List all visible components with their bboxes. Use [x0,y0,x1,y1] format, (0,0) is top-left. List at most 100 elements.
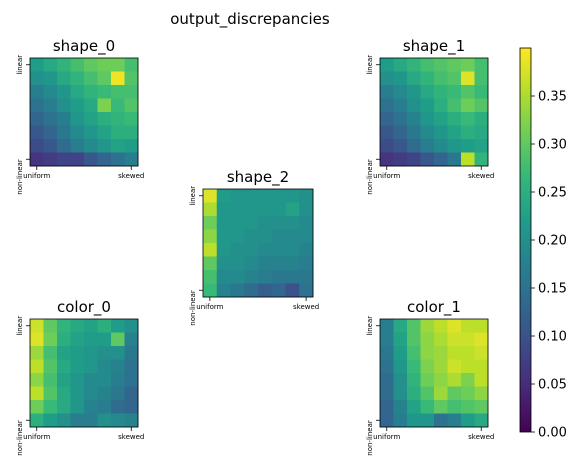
heatmap-cell [43,373,58,387]
heatmap-cell [393,71,408,86]
heatmap-cell [203,283,218,298]
heatmap-cell [271,229,286,244]
heatmap-cell [447,71,462,86]
heatmap-cell [380,58,394,72]
heatmap-cell [380,125,394,140]
heatmap-cell [447,152,462,167]
heatmap-cell [124,152,139,167]
heatmap-cell [474,386,489,401]
heatmap-cell [216,216,231,230]
heatmap-cell [393,386,408,401]
heatmap-cell [461,346,475,360]
heatmap-cell [70,373,85,387]
heatmap-cell [271,270,286,284]
heatmap-cell [434,346,448,360]
heatmap-cell [393,125,408,140]
y-tick-label: linear [16,55,24,75]
heatmap-cell [474,332,489,347]
heatmap-cell [407,400,421,414]
y-tick-label: non-linear [366,420,374,456]
heatmap-cell [124,332,139,347]
colorbar-tick-label: 0.30 [538,138,567,153]
colorbar-tick-label: 0.10 [538,330,567,345]
heatmap-cell [474,373,489,387]
heatmap-cell [299,189,314,203]
heatmap-frame [379,318,489,428]
heatmap-cell [407,413,421,428]
heatmap-cell [447,359,462,374]
heatmap-cell [258,243,273,257]
x-tick-label: skewed [118,433,144,441]
heatmap-cell [420,85,435,99]
heatmap-cell [70,319,85,333]
heatmap-cell [84,400,98,414]
heatmap-cell [474,58,489,72]
heatmap-cell [420,373,435,387]
heatmap-cell [407,58,421,72]
heatmap-cell [271,216,286,230]
heatmap-cell [43,58,58,72]
heatmap-cell [434,71,448,86]
y-tick-label: non-linear [189,290,197,326]
heatmap-cell [57,373,71,387]
heatmap-cell [111,373,125,387]
heatmap-cell [57,413,71,428]
heatmap-cell [420,400,435,414]
heatmap-cell [203,270,218,284]
heatmap-cell [57,139,71,153]
heatmap-cell [124,319,139,333]
heatmap-cell [407,71,421,86]
heatmap-cell [30,58,44,72]
heatmap-cell [97,400,112,414]
heatmap-cell [380,98,394,113]
heatmap-cell [30,71,44,86]
heatmap-cell [244,189,259,203]
heatmap-cell [43,400,58,414]
heatmap-cell [97,359,112,374]
heatmap-cell [43,332,58,347]
heatmap-cell [380,319,394,333]
heatmap-cell [407,373,421,387]
heatmap-cell [447,332,462,347]
heatmap-cell [97,125,112,140]
heatmap-cell [434,373,448,387]
heatmap-cell [434,319,448,333]
figure-title: output_discrepancies [170,10,330,29]
heatmap-cell [230,270,245,284]
heatmap-cell [244,283,259,298]
heatmap-cell [30,386,44,401]
x-tick-label: skewed [118,172,144,180]
heatmap-cell [474,152,489,167]
heatmap-cell [244,216,259,230]
heatmap-cell [30,332,44,347]
colorbar-tick-label: 0.20 [538,234,567,249]
heatmap-cell [420,112,435,126]
heatmap-cell [216,283,231,298]
panel-title: shape_1 [403,37,465,56]
heatmap-cell [258,202,273,217]
heatmap-cell [447,112,462,126]
heatmap-cell [244,202,259,217]
heatmap-cell [43,71,58,86]
heatmap-cell [285,283,300,298]
heatmap-cell [97,71,112,86]
heatmap-frame [29,57,139,167]
heatmap-cell [407,112,421,126]
heatmap-cell [393,346,408,360]
heatmap-cell [111,359,125,374]
heatmap-cell [124,58,139,72]
heatmap-cell [271,256,286,271]
colorbar-tick-label: 0.35 [538,90,567,105]
heatmap-cell [97,98,112,113]
heatmap-cell [43,85,58,99]
heatmap-cell [461,85,475,99]
panel-title: color_0 [57,298,111,317]
heatmap-cell [380,71,394,86]
heatmap-cell [420,346,435,360]
heatmap-cell [447,400,462,414]
heatmap-cell [57,319,71,333]
heatmap-cell [70,58,85,72]
